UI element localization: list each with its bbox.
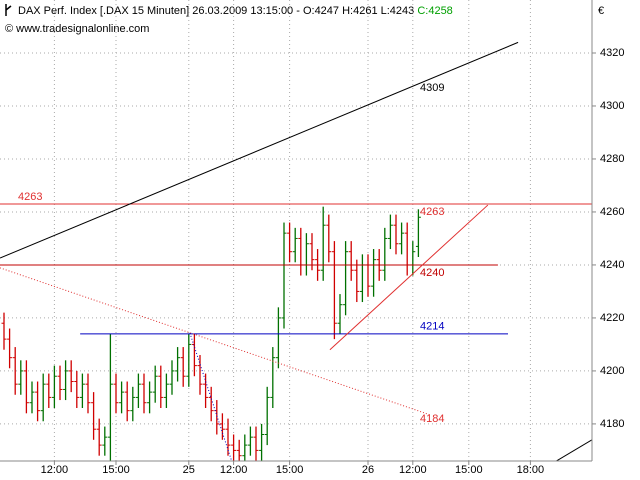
trend-line bbox=[555, 439, 592, 461]
y-tick-label: 4280 bbox=[600, 153, 624, 165]
y-tick-label: 4220 bbox=[600, 312, 624, 324]
trend-line bbox=[0, 41, 519, 259]
y-tick-label: 4300 bbox=[600, 100, 624, 112]
x-tick-label: 18:00 bbox=[517, 464, 545, 476]
x-tick-label: 15:00 bbox=[455, 464, 483, 476]
x-tick-label: 25 bbox=[183, 464, 195, 476]
y-tick-label: 4260 bbox=[600, 206, 624, 218]
x-tick-label: 12:00 bbox=[220, 464, 248, 476]
plot-area bbox=[0, 0, 592, 461]
trend-label: 4309 bbox=[420, 82, 444, 94]
y-tick-label: 4320 bbox=[600, 47, 624, 59]
level-label: 4214 bbox=[420, 321, 444, 333]
trend-line bbox=[329, 204, 489, 351]
title-text: DAX Perf. Index [.DAX 15 Minuten] 26.03.… bbox=[18, 5, 414, 17]
trend-line bbox=[0, 267, 431, 416]
title-close: C:4258 bbox=[417, 5, 452, 17]
x-tick-label: 15:00 bbox=[276, 464, 304, 476]
logo bbox=[5, 4, 12, 16]
x-tick-label: 12:00 bbox=[399, 464, 427, 476]
x-tick-label: 12:00 bbox=[41, 464, 69, 476]
level-label: 4263 bbox=[420, 206, 444, 218]
trend-label: 4184 bbox=[420, 413, 444, 425]
y-axis-label: € bbox=[598, 5, 604, 17]
chart-title: DAX Perf. Index [.DAX 15 Minuten] 26.03.… bbox=[18, 5, 453, 17]
x-tick-label: 15:00 bbox=[102, 464, 130, 476]
chart-subtitle: © www.tradesignalonline.com bbox=[5, 23, 149, 35]
level-label: 4263 bbox=[18, 191, 42, 203]
y-tick-label: 4200 bbox=[600, 365, 624, 377]
level-label: 4240 bbox=[420, 267, 444, 279]
y-tick-label: 4180 bbox=[600, 418, 624, 430]
x-tick-label: 26 bbox=[362, 464, 374, 476]
y-tick-label: 4240 bbox=[600, 259, 624, 271]
